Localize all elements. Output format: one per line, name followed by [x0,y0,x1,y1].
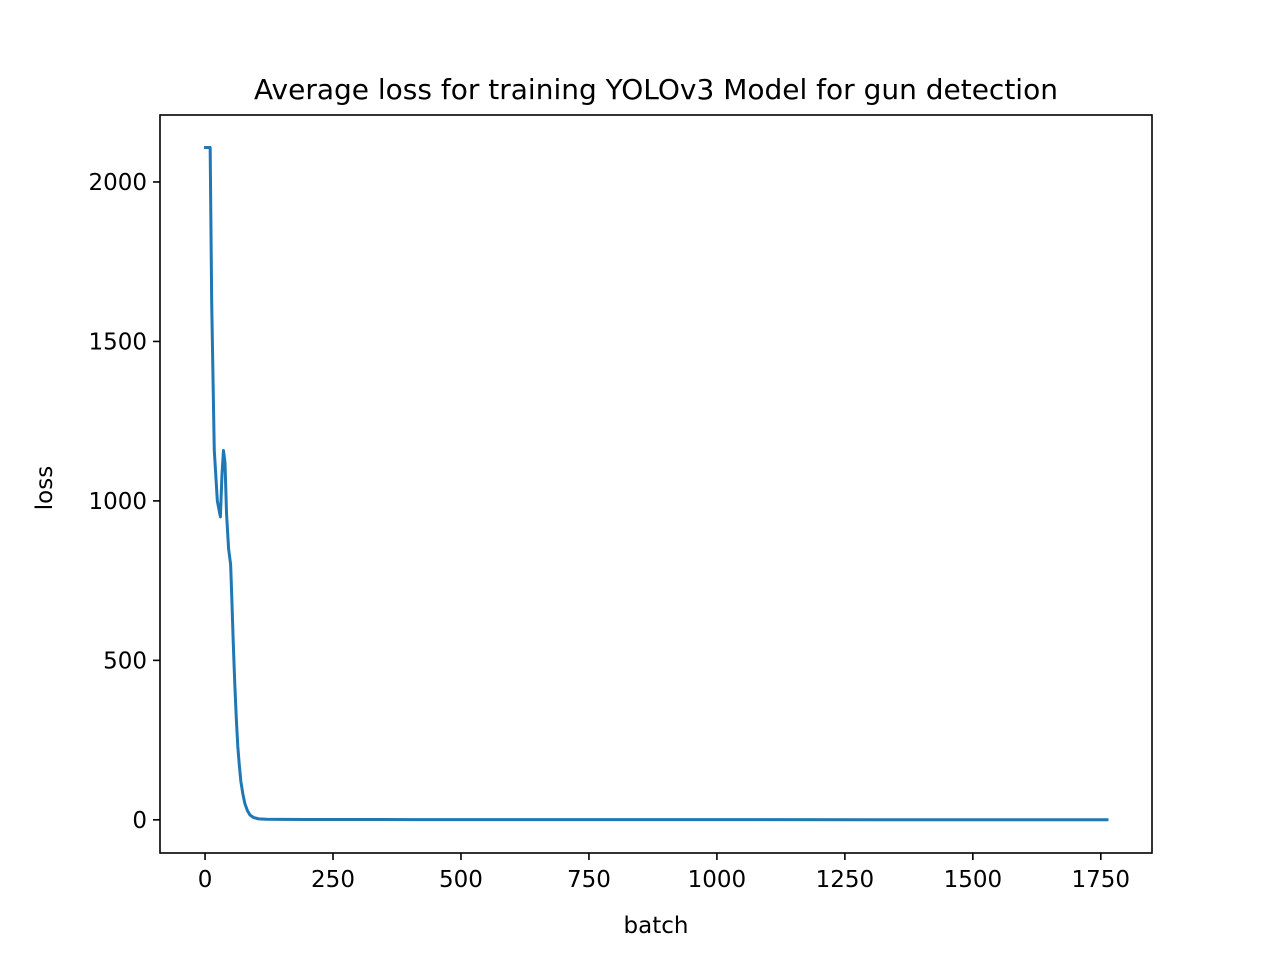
chart-title: Average loss for training YOLOv3 Model f… [254,73,1058,106]
x-tick-label: 1500 [944,867,1003,893]
y-tick-label: 1500 [88,329,147,355]
y-tick-label: 1000 [88,489,147,515]
y-tick-label: 2000 [88,170,147,196]
x-tick-label: 1250 [816,867,875,893]
x-tick-label: 1750 [1072,867,1131,893]
y-tick-label: 0 [132,808,147,834]
x-axis-label: batch [624,913,689,939]
loss-series-line [204,146,1109,822]
x-tick-label: 0 [198,867,213,893]
x-tick-label: 500 [439,867,483,893]
axis-ticks: 0 250 500 750 1000 1250 1500 1750 0 500 1000 1500 20… [88,170,1130,893]
plot-area [204,146,1109,822]
x-tick-label: 250 [311,867,355,893]
plot-frame [159,114,1153,854]
y-tick-label: 500 [103,648,147,674]
x-tick-label: 1000 [688,867,747,893]
y-axis-label: loss [32,466,58,510]
x-tick-label: 750 [567,867,611,893]
